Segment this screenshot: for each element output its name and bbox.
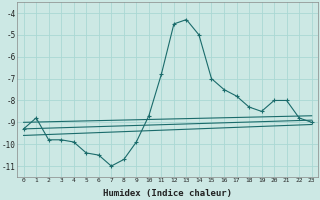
X-axis label: Humidex (Indice chaleur): Humidex (Indice chaleur) [103,189,232,198]
